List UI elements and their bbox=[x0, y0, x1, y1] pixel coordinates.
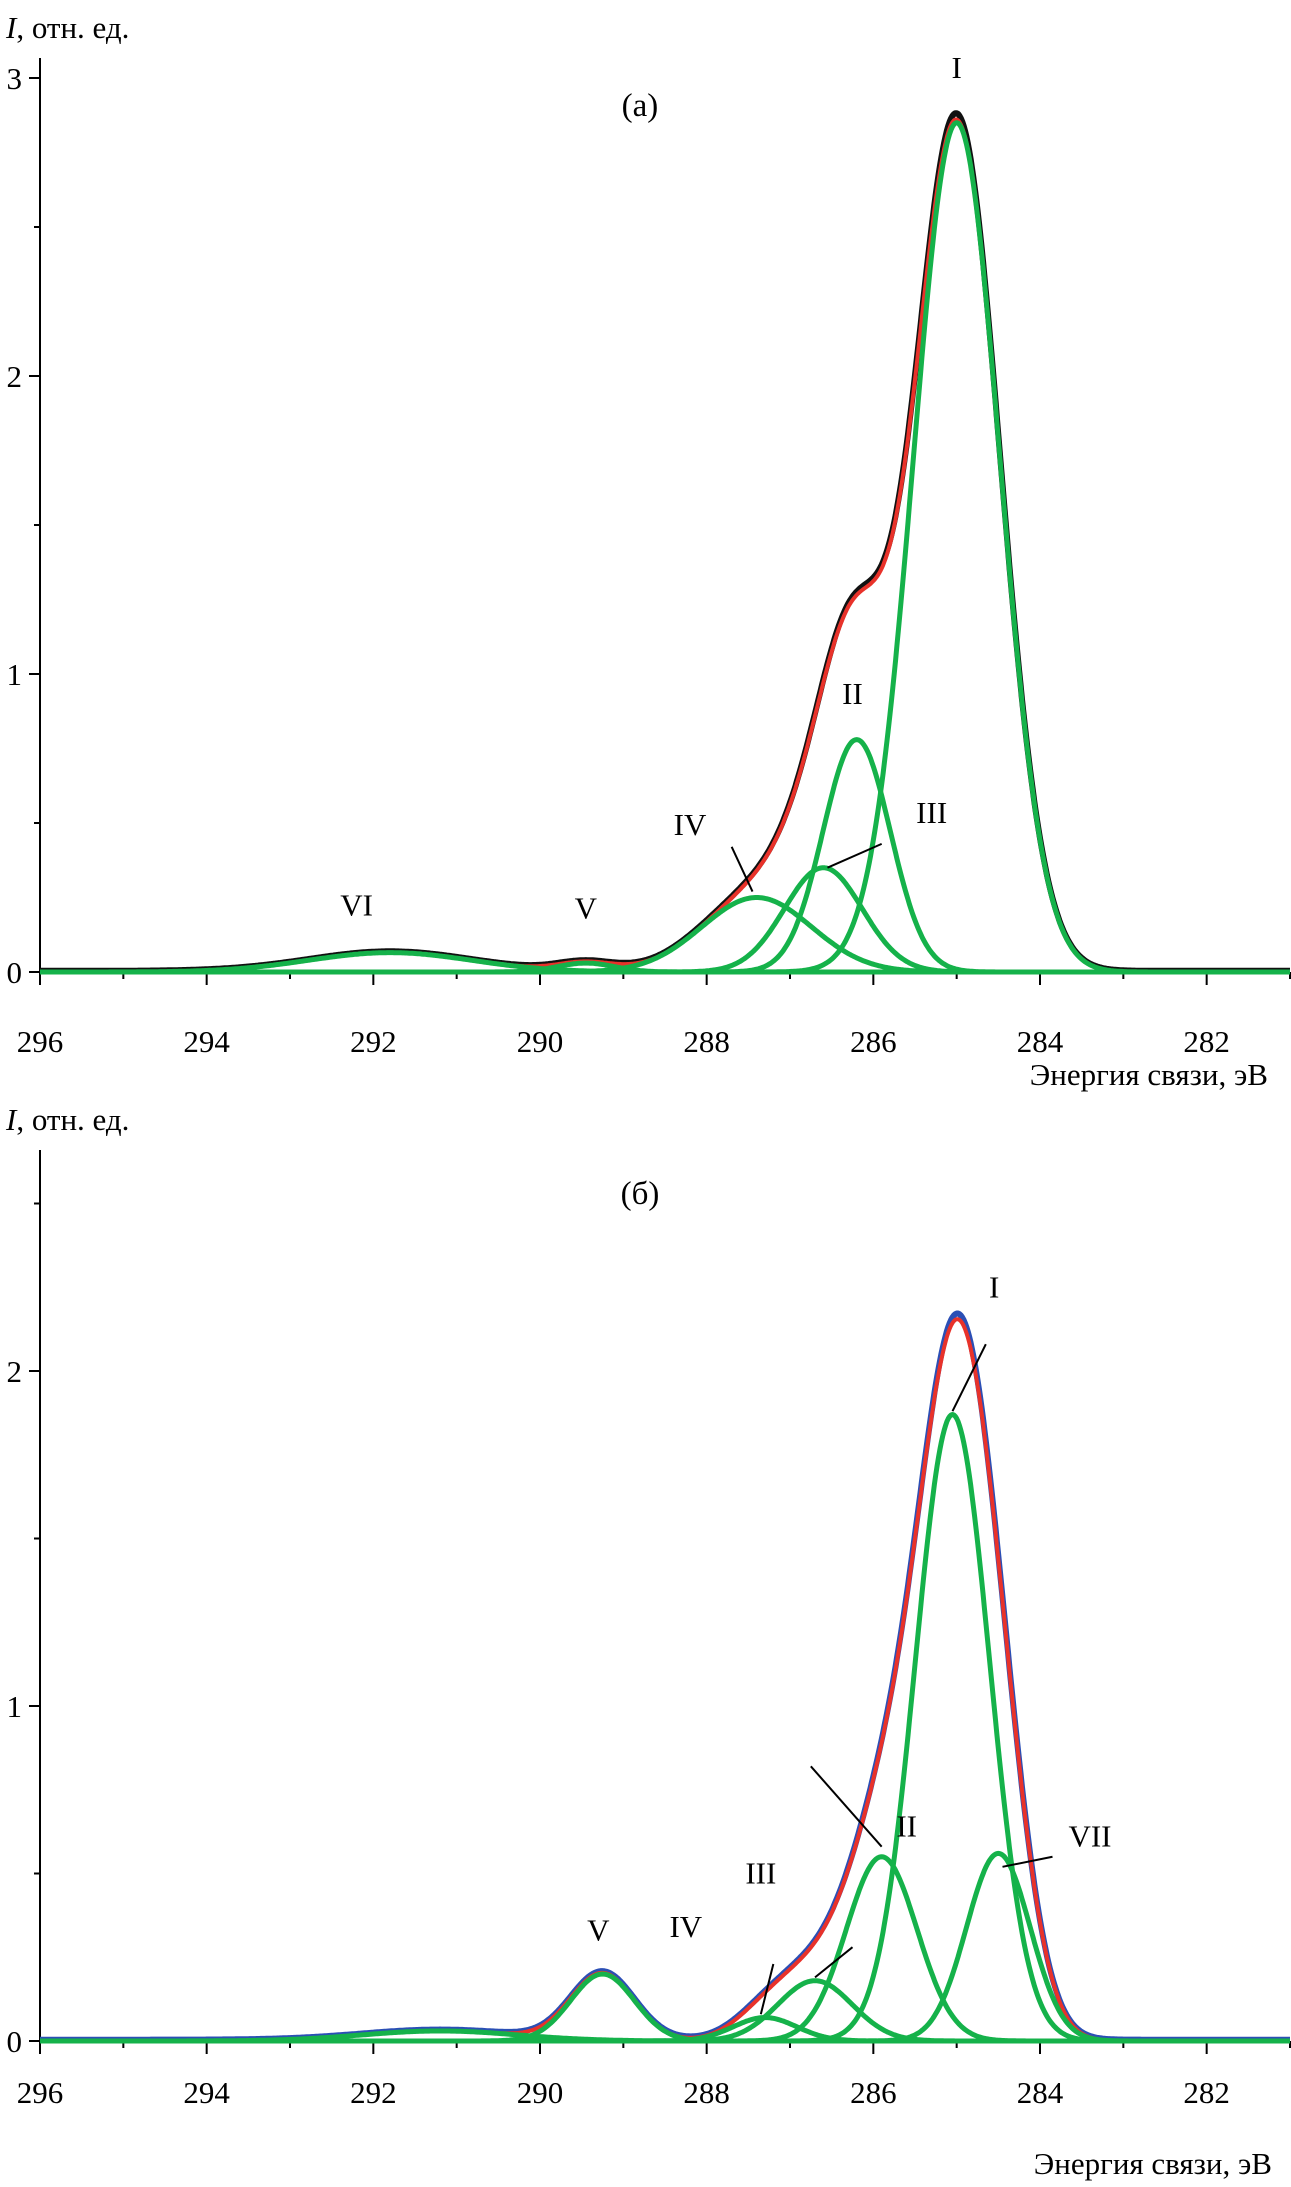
peak-label-IV: IV bbox=[669, 1909, 702, 1944]
x-tick-label: 294 bbox=[183, 2075, 230, 2110]
component-peak-IV bbox=[38, 895, 1291, 975]
leader-line bbox=[827, 842, 883, 869]
y-tick-label: 3 bbox=[7, 61, 23, 96]
y-axis-symbol: I bbox=[5, 10, 18, 45]
y-tick-label: 0 bbox=[7, 955, 23, 990]
peak-label-IV: IV bbox=[674, 807, 707, 842]
y-axis-title: I, отн. ед. bbox=[5, 1102, 129, 1137]
component-peak-II bbox=[38, 737, 1291, 975]
x-tick-label: 286 bbox=[850, 2075, 897, 2110]
y-axis-unit: , отн. ед. bbox=[16, 10, 129, 45]
y-tick-label: 2 bbox=[7, 1354, 23, 1389]
x-tick-label: 284 bbox=[1017, 1024, 1064, 1059]
leader-line bbox=[814, 1946, 854, 1979]
x-axis-title: Энергия связи, эВ bbox=[1030, 1057, 1268, 1092]
y-axis-unit: , отн. ед. bbox=[16, 1102, 129, 1137]
peak-label-V: V bbox=[575, 890, 598, 925]
x-tick-label: 294 bbox=[183, 1024, 230, 1059]
x-tick-label: 296 bbox=[17, 1024, 64, 1059]
x-tick-label: 290 bbox=[517, 1024, 564, 1059]
y-tick-label: 2 bbox=[7, 359, 23, 394]
peak-label-I: I bbox=[952, 50, 962, 85]
y-axis-symbol: I bbox=[5, 1102, 18, 1137]
experimental-spectrum bbox=[38, 110, 1291, 974]
panel-label: (а) bbox=[622, 88, 659, 124]
leader-line bbox=[810, 1765, 883, 1848]
x-tick-label: 288 bbox=[683, 1024, 730, 1059]
x-tick-label: 290 bbox=[517, 2075, 564, 2110]
panel-label: (б) bbox=[621, 1176, 660, 1212]
peak-label-I: I bbox=[989, 1269, 999, 1304]
peak-label-VI: VI bbox=[340, 887, 373, 922]
x-tick-label: 292 bbox=[350, 1024, 397, 1059]
leader-line bbox=[1002, 1855, 1053, 1868]
peak-label-II: II bbox=[842, 676, 863, 711]
component-peak-I bbox=[38, 120, 1291, 975]
component-peak-VI bbox=[38, 950, 1291, 975]
peak-label-III: III bbox=[745, 1856, 776, 1891]
component-peak-VII bbox=[38, 1850, 1291, 2044]
leader-line bbox=[730, 846, 754, 892]
envelope-fit bbox=[39, 1317, 1291, 2043]
x-tick-label: 282 bbox=[1183, 1024, 1230, 1059]
x-axis-title: Энергия связи, эВ bbox=[1034, 2146, 1272, 2181]
y-axis-title: I, отн. ед. bbox=[5, 10, 129, 45]
component-peak-II bbox=[38, 1854, 1291, 2044]
x-tick-label: 288 bbox=[683, 2075, 730, 2110]
leader-line bbox=[951, 1343, 987, 1412]
y-tick-label: 1 bbox=[7, 657, 23, 692]
leader-line bbox=[759, 1963, 775, 2015]
component-peak-V bbox=[38, 1971, 1291, 2044]
x-tick-label: 296 bbox=[17, 2075, 64, 2110]
x-tick-label: 284 bbox=[1017, 2075, 1064, 2110]
peak-label-V: V bbox=[587, 1913, 610, 1948]
peak-label-VII: VII bbox=[1068, 1819, 1111, 1854]
y-tick-label: 0 bbox=[7, 2024, 23, 2059]
x-tick-label: 292 bbox=[350, 2075, 397, 2110]
peak-label-III: III bbox=[916, 795, 947, 830]
x-tick-label: 286 bbox=[850, 1024, 897, 1059]
y-tick-label: 1 bbox=[7, 1689, 23, 1724]
experimental-spectrum bbox=[38, 1310, 1291, 2043]
peak-label-II: II bbox=[896, 1809, 917, 1844]
envelope-fit bbox=[39, 117, 1291, 974]
component-peak-I bbox=[38, 1412, 1291, 2044]
x-tick-label: 282 bbox=[1183, 2075, 1230, 2110]
